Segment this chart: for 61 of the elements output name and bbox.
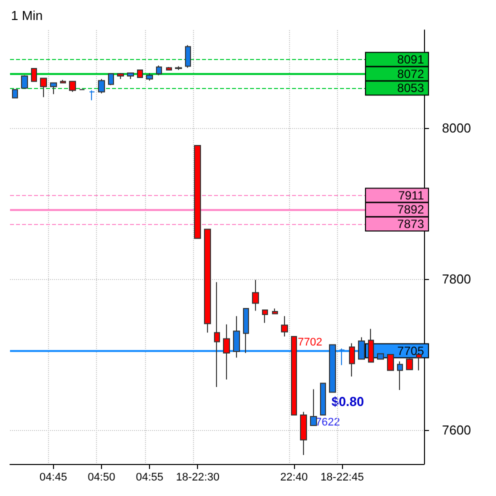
candlestick: [127, 72, 134, 80]
candlestick: [416, 354, 422, 371]
candlestick: [137, 70, 143, 78]
y-tick-label: 7800: [442, 272, 471, 287]
candlestick: [31, 68, 37, 82]
x-tick-label: 18-22:30: [176, 472, 220, 484]
candlestick: [300, 411, 307, 456]
candlestick: [397, 360, 403, 391]
candlestick: [156, 64, 162, 76]
ref-line-label: 7911: [398, 188, 424, 202]
ref-line-label: 8053: [397, 81, 424, 96]
candlestick: [204, 228, 211, 334]
candlestick: [349, 342, 355, 377]
candlestick: [272, 308, 278, 314]
candlestick: [146, 72, 153, 82]
ref-line-label: 8091: [397, 52, 424, 66]
candlestick: [243, 308, 249, 354]
candlestick: [69, 80, 76, 92]
candlestick: [387, 354, 394, 371]
candlestick: [98, 78, 105, 94]
candlestick: [310, 388, 317, 426]
chart-title: 1 Min: [11, 8, 43, 23]
candlestick: [108, 73, 114, 86]
annotation: $0.80: [331, 394, 364, 409]
ref-line-label: 7892: [397, 202, 424, 217]
ref-line-label: 8072: [397, 66, 424, 81]
candlestick: [60, 79, 66, 84]
candlestick: [358, 336, 365, 360]
y-tick-label: 8000: [442, 120, 471, 136]
candlestick: [320, 382, 326, 416]
candlestick: [233, 316, 240, 358]
annotation: 7702: [298, 336, 322, 349]
x-tick-label: 18-22:45: [320, 472, 364, 484]
candlestick: [175, 66, 182, 71]
y-tick-label: 7600: [442, 422, 471, 438]
candlestick: [339, 348, 345, 366]
x-tick-label: 04:55: [136, 472, 164, 484]
candlestick: [281, 316, 288, 337]
x-tick-label: 22:40: [280, 472, 308, 484]
candlestick: [89, 90, 95, 101]
candlestick: [21, 74, 28, 90]
candlestick: [194, 144, 201, 239]
candlestick: [377, 353, 384, 360]
candlestick: [329, 344, 336, 393]
candlestick: [50, 82, 57, 95]
candlestick: [185, 44, 191, 68]
annotation: 7622: [316, 416, 340, 428]
ref-line-label: 7873: [397, 216, 424, 231]
candlestick: [223, 324, 230, 380]
candlestick: [12, 89, 18, 98]
candlestick: [214, 282, 220, 388]
candlestick: [117, 72, 124, 80]
candlestick: [406, 358, 413, 370]
candlestick: [166, 66, 172, 71]
candlestick: [262, 310, 268, 324]
candlestick: [291, 336, 297, 416]
candlestick: [40, 78, 47, 98]
x-tick-label: 04:45: [40, 472, 68, 484]
x-tick-label: 04:50: [88, 472, 116, 484]
candlestick: [368, 328, 374, 363]
candlestick: [252, 279, 259, 312]
